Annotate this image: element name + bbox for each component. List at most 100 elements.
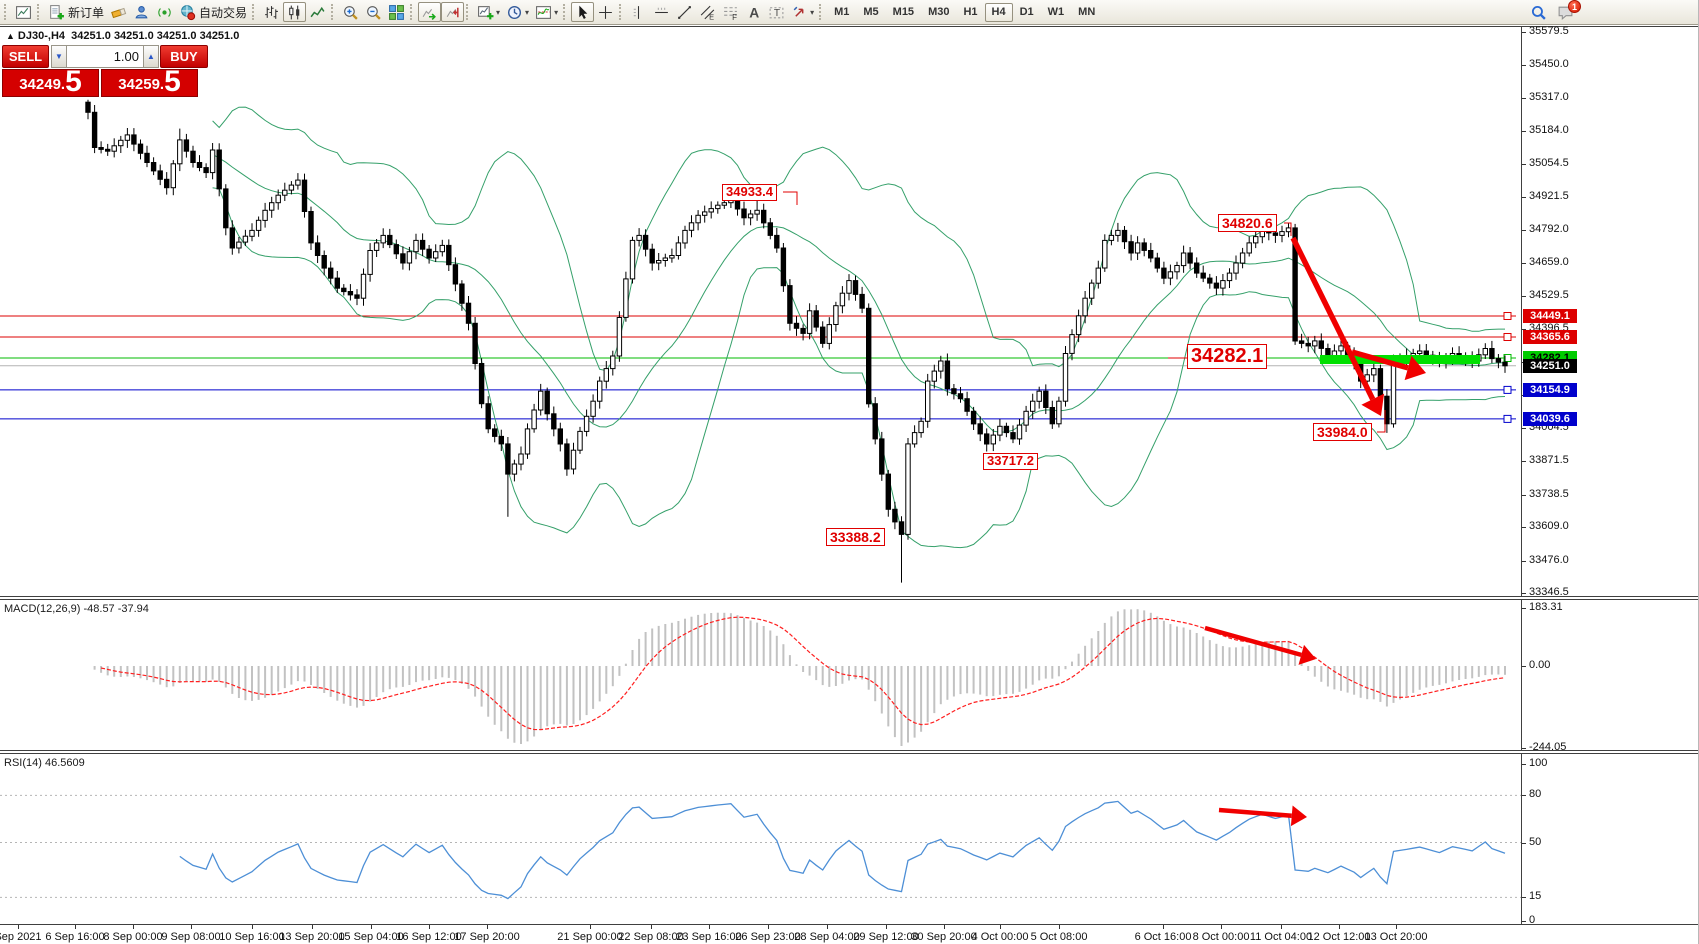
price-tick-label: 35054.5: [1529, 157, 1569, 169]
window-button[interactable]: [12, 2, 35, 22]
macd-splitter[interactable]: [0, 596, 1698, 600]
eraser-button[interactable]: [107, 2, 130, 22]
cursor-button[interactable]: [571, 2, 595, 22]
time-label: 30 Sep 20:00: [911, 931, 977, 943]
price-annotation[interactable]: 34282.1: [1187, 344, 1268, 369]
tile-windows-button[interactable]: [385, 2, 408, 22]
line-handle[interactable]: [1503, 312, 1512, 320]
timeframe-button-m30[interactable]: M30: [928, 6, 950, 18]
horizontal-line-button[interactable]: [650, 2, 673, 22]
one-click-toggle-icon[interactable]: ▲: [6, 31, 15, 41]
price-annotation[interactable]: 34820.6: [1218, 214, 1277, 233]
periods-icon: [508, 5, 522, 19]
rsi-pane[interactable]: [0, 754, 1521, 923]
text-button[interactable]: A: [742, 2, 765, 22]
label-button[interactable]: T: [765, 2, 788, 22]
time-tick: [1339, 925, 1340, 929]
price-tick-label: 33476.0: [1529, 554, 1569, 566]
trend-arrow[interactable]: [1351, 349, 1426, 381]
price-annotation[interactable]: 34933.4: [722, 184, 777, 201]
time-label: 9 Sep 08:00: [161, 931, 221, 943]
periods-button[interactable]: ▾: [503, 2, 532, 22]
line-chart-button[interactable]: [306, 2, 329, 22]
new-chart-button[interactable]: ▾: [474, 2, 503, 22]
search-button[interactable]: [1527, 2, 1550, 22]
cursor-icon: [579, 5, 588, 19]
chart-shift-button[interactable]: [441, 2, 465, 22]
auto-trading-icon: [181, 4, 196, 20]
timeframe-button-d1[interactable]: D1: [1019, 6, 1034, 18]
timeframe-button-h4[interactable]: H4: [984, 2, 1013, 22]
rsi-splitter[interactable]: [0, 750, 1698, 754]
price-tick-label: 35317.0: [1529, 91, 1569, 103]
sell-price-dot: .: [60, 76, 66, 93]
trend-arrow[interactable]: [1204, 625, 1316, 665]
price-tick-label: 33738.5: [1529, 488, 1569, 500]
auto-trading-button[interactable]: 自动交易: [176, 2, 250, 22]
new-chart-icon: [478, 5, 494, 19]
timeframe-button-m1[interactable]: M1: [834, 6, 850, 18]
arrows-button[interactable]: ▾: [788, 2, 817, 22]
timeframe-button-h1[interactable]: H1: [963, 6, 978, 18]
price-tick: [1522, 495, 1526, 496]
trendline-button[interactable]: [673, 2, 696, 22]
timeframe-button-m5[interactable]: M5: [863, 6, 879, 18]
price-tag: 34039.6: [1523, 412, 1577, 426]
main-price-chart[interactable]: [0, 27, 1521, 596]
volume-increase-button[interactable]: ▲: [143, 45, 159, 68]
fibonacci-button[interactable]: F: [719, 2, 742, 22]
trend-arrow[interactable]: [1218, 805, 1307, 827]
price-annotation[interactable]: 33388.2: [826, 528, 885, 547]
volume-input[interactable]: [67, 45, 143, 68]
trend-arrow[interactable]: [1290, 236, 1385, 416]
auto-scroll-button[interactable]: [418, 2, 442, 22]
time-label: 28 Sep 04:00: [794, 931, 860, 943]
indicators-button[interactable]: ▾: [532, 2, 561, 22]
line-handle[interactable]: [1503, 354, 1512, 362]
time-tick: [886, 925, 887, 929]
price-annotation[interactable]: 33717.2: [983, 453, 1038, 470]
arrows-icon: [793, 6, 804, 17]
new-order-button[interactable]: 新订单: [45, 2, 107, 22]
channel-button[interactable]: E: [696, 2, 719, 22]
time-label: 26 Sep 23:00: [735, 931, 801, 943]
chart-window: ▲ DJ30-,H4 34251.0 34251.0 34251.0 34251.…: [0, 25, 1698, 944]
sell-button[interactable]: SELL: [2, 45, 49, 68]
annotation-connector: [1284, 222, 1292, 236]
buy-price-button[interactable]: 34259. 5: [101, 67, 198, 97]
vertical-line-button[interactable]: [627, 2, 650, 22]
profile-button[interactable]: [130, 2, 153, 22]
timeframe-button-w1[interactable]: W1: [1047, 6, 1065, 18]
zoom-in-button[interactable]: [339, 2, 362, 22]
rsi-tick-label: 15: [1529, 890, 1542, 902]
bar-chart-button[interactable]: [260, 2, 283, 22]
price-axis[interactable]: 35579.5 35450.0 35317.0 35184.0 35054.5 34921…: [1521, 25, 1698, 926]
candle-chart-button[interactable]: [283, 2, 307, 22]
timeframe-button-m15[interactable]: M15: [892, 6, 915, 18]
signal-button[interactable]: [153, 2, 176, 22]
buy-button[interactable]: BUY: [160, 45, 208, 68]
line-handle[interactable]: [1503, 414, 1512, 423]
time-label: 23 Sep 16:00: [676, 931, 742, 943]
buy-price-int: 34259: [118, 76, 160, 93]
volume-decrease-button[interactable]: ▼: [51, 45, 67, 68]
price-tick: [1522, 164, 1526, 165]
price-tick-label: 34921.5: [1529, 190, 1569, 202]
macd-tick-label: 183.31: [1529, 601, 1563, 613]
price-tick: [1522, 296, 1526, 297]
macd-pane[interactable]: [0, 600, 1521, 750]
line-handle[interactable]: [1503, 385, 1512, 394]
buy-price-dot: .: [159, 76, 165, 93]
sell-price-button[interactable]: 34249. 5: [2, 67, 99, 97]
notifications-button[interactable]: 1: [1554, 0, 1581, 22]
crosshair-button[interactable]: [594, 2, 617, 22]
timeframe-button-mn[interactable]: MN: [1078, 6, 1096, 18]
support-zone-rectangle[interactable]: [1320, 355, 1480, 364]
rsi-indicator-label: RSI(14) 46.5609: [4, 757, 85, 769]
price-annotation[interactable]: 33984.0: [1313, 423, 1372, 442]
line-handle[interactable]: [1503, 333, 1512, 341]
zoom-out-button[interactable]: [362, 2, 385, 22]
time-tick: [651, 925, 652, 929]
